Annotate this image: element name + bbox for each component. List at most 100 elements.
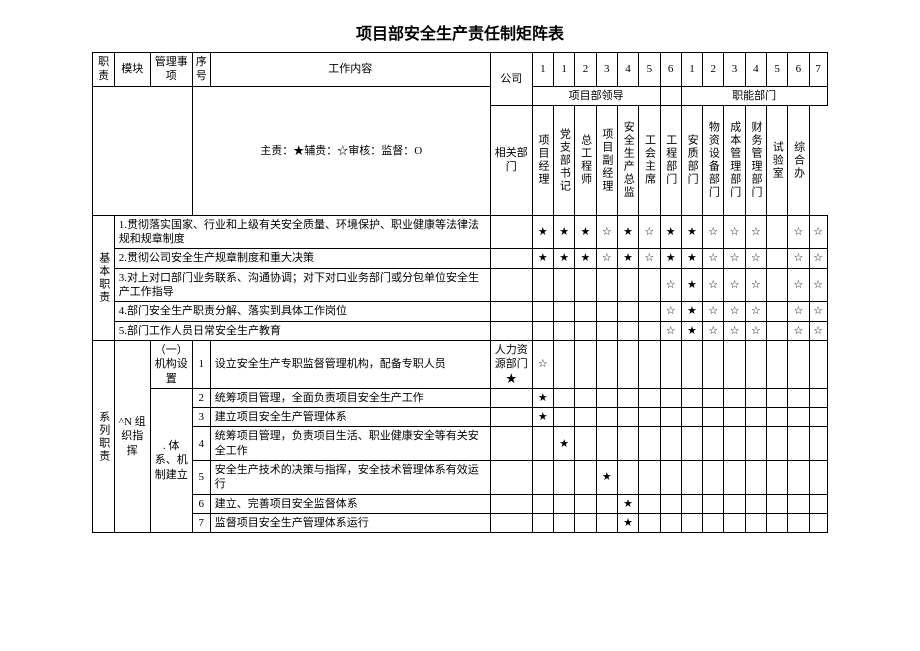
header-row-1: 职责 模块 管理事项 序号 工作内容 公司 1 1 2 3 4 5 6 1 2 … (93, 53, 827, 87)
m (724, 388, 745, 407)
m (681, 408, 702, 427)
m (681, 427, 702, 461)
m (554, 388, 575, 407)
m: ★ (532, 215, 553, 249)
m (681, 513, 702, 532)
m (596, 268, 617, 302)
m: ★ (532, 388, 553, 407)
g1-label: （一）机构设置 (150, 340, 192, 388)
m: ☆ (660, 302, 681, 321)
m (766, 215, 787, 249)
m: ★ (660, 249, 681, 268)
basic-text-2: 3.对上对口部门业务联系、沟通协调；对下对口业务部门或分包单位安全生产工作指导 (114, 268, 490, 302)
col-7: 安质部门 (681, 105, 702, 215)
g2-n-0: 2 (192, 388, 210, 407)
matrix-table: 职责 模块 管理事项 序号 工作内容 公司 1 1 2 3 4 5 6 1 2 … (92, 52, 827, 533)
m (681, 388, 702, 407)
m (724, 408, 745, 427)
m: ★ (617, 249, 638, 268)
h-n-b5: 6 (788, 53, 809, 87)
g2-t-2: 统筹项目管理，负责项目生活、职业健康安全等有关安全工作 (210, 427, 490, 461)
m: ☆ (788, 215, 809, 249)
m (617, 321, 638, 340)
m (639, 513, 660, 532)
m (575, 461, 596, 495)
col-4: 安全生产总监 (617, 105, 638, 215)
h-company: 公司 (490, 53, 532, 106)
series-row-3: 4 统筹项目管理，负责项目生活、职业健康安全等有关安全工作 ★ (93, 427, 827, 461)
basic-row-4: 5.部门工作人员日常安全生产教育 ☆★☆☆☆☆☆ (93, 321, 827, 340)
m (490, 321, 532, 340)
g2-n-3: 5 (192, 461, 210, 495)
m (596, 388, 617, 407)
h-n-b2: 3 (724, 53, 745, 87)
m: ☆ (724, 268, 745, 302)
m (703, 427, 724, 461)
m (575, 340, 596, 388)
m: ☆ (745, 215, 766, 249)
m: ★ (660, 215, 681, 249)
m: ★ (554, 427, 575, 461)
m: ☆ (639, 215, 660, 249)
m: ☆ (809, 215, 827, 249)
m (766, 513, 787, 532)
m: ★ (554, 249, 575, 268)
h-proj-leaders: 项目部领导 (532, 86, 660, 105)
series-row-5: 6 建立、完善项目安全监督体系 ★ (93, 494, 827, 513)
m (681, 494, 702, 513)
g1-t: 设立安全生产专职监督管理机构，配备专职人员 (210, 340, 490, 388)
m (490, 494, 532, 513)
m (660, 340, 681, 388)
basic-label: 基本职责 (93, 215, 114, 340)
g1-co: 人力资源部门★ (490, 340, 532, 388)
m: ☆ (724, 321, 745, 340)
m (639, 461, 660, 495)
h-n-a1: 1 (554, 53, 575, 87)
m (660, 408, 681, 427)
m (554, 340, 575, 388)
m (809, 461, 827, 495)
g2-t-4: 建立、完善项目安全监督体系 (210, 494, 490, 513)
m (703, 494, 724, 513)
m (788, 340, 809, 388)
m (639, 302, 660, 321)
m (575, 321, 596, 340)
series-row-2: 3 建立项目安全生产管理体系 ★ (93, 408, 827, 427)
basic-row-0: 基本职责 1.贯彻落实国家、行业和上级有关安全质量、环境保护、职业健康等法律法规… (93, 215, 827, 249)
h-n-a3: 3 (596, 53, 617, 87)
m: ☆ (703, 321, 724, 340)
m (490, 388, 532, 407)
m (745, 427, 766, 461)
series-row-0: 系列职责 ^N 组织指挥 （一）机构设置 1 设立安全生产专职监督管理机构，配备… (93, 340, 827, 388)
m: ★ (681, 268, 702, 302)
h-n-a5: 5 (639, 53, 660, 87)
m (617, 268, 638, 302)
col-9: 成本管理部门 (724, 105, 745, 215)
m (617, 408, 638, 427)
g1-n: 1 (192, 340, 210, 388)
m (490, 427, 532, 461)
m (490, 249, 532, 268)
m (809, 388, 827, 407)
m (596, 408, 617, 427)
m (660, 513, 681, 532)
col-1: 党支部书记 (554, 105, 575, 215)
m: ☆ (809, 321, 827, 340)
h-seq: 序号 (192, 53, 210, 87)
g2-n-4: 6 (192, 494, 210, 513)
m (639, 321, 660, 340)
m (554, 321, 575, 340)
m (617, 388, 638, 407)
m: ☆ (639, 249, 660, 268)
h-blank-left (93, 86, 192, 215)
m (809, 427, 827, 461)
m: ★ (532, 249, 553, 268)
m (681, 340, 702, 388)
g2-n-5: 7 (192, 513, 210, 532)
m: ☆ (703, 302, 724, 321)
m (745, 513, 766, 532)
m (703, 461, 724, 495)
m: ★ (575, 215, 596, 249)
h-n-a4: 4 (617, 53, 638, 87)
h-duty: 职责 (93, 53, 114, 87)
